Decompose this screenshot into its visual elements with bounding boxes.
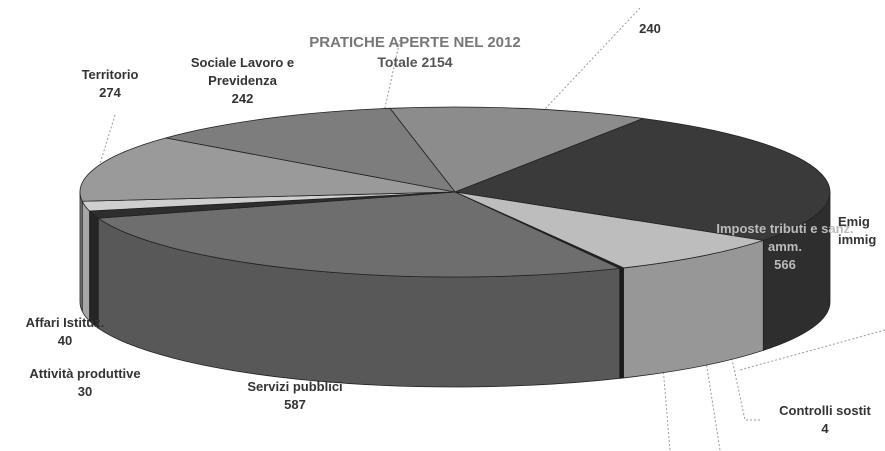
pie-slice bbox=[454, 191, 764, 269]
pie-slice-side bbox=[619, 267, 624, 379]
slice-name: Sociale Lavoro e Previdenza bbox=[190, 55, 295, 88]
slice-value: 587 bbox=[284, 397, 306, 412]
slice-value: 566 bbox=[774, 257, 796, 272]
slice-label: Attività produttive 30 bbox=[10, 365, 160, 401]
slice-label: Controlli sostit 4 bbox=[760, 402, 885, 438]
slice-label: Emig immig bbox=[838, 213, 885, 249]
slice-label: Sociale Lavoro e Previdenza 242 bbox=[170, 54, 315, 108]
slice-label: Imposte tributi e sanz. amm. 566 bbox=[700, 220, 870, 274]
slice-value: 40 bbox=[57, 333, 73, 348]
leader-line bbox=[704, 354, 721, 451]
pie-slice-side bbox=[79, 191, 83, 312]
slice-label: Territorio 274 bbox=[70, 66, 150, 102]
slice-name: Controlli sostit bbox=[779, 403, 871, 418]
slice-name: Attività produttive bbox=[29, 366, 141, 381]
slice-name: Territorio bbox=[81, 67, 139, 82]
slice-value: 242 bbox=[231, 91, 254, 106]
slice-label: 240 bbox=[600, 20, 700, 38]
pie-slice-side bbox=[81, 201, 90, 322]
slice-label: Affari Istituz. 40 bbox=[0, 314, 130, 350]
slice-name: Servizi pubblici bbox=[247, 379, 343, 394]
pie-slice bbox=[79, 137, 456, 202]
slice-value: 30 bbox=[77, 384, 93, 399]
slice-name: Imposte tributi e sanz. amm. bbox=[716, 221, 854, 254]
slice-value: 4 bbox=[821, 421, 829, 436]
pie-slice bbox=[389, 106, 644, 193]
pie-slice bbox=[453, 118, 831, 241]
pie-slice-side bbox=[89, 210, 99, 329]
slice-name: Affari Istituz. bbox=[25, 315, 105, 330]
leader-line bbox=[529, 7, 641, 126]
slice-name: Emig immig bbox=[838, 214, 877, 247]
slice-label: Servizi pubblici 587 bbox=[225, 378, 365, 414]
leader-line bbox=[729, 349, 760, 421]
leader-line bbox=[739, 329, 885, 371]
chart-title: PRATICHE APERTE NEL 2012 bbox=[309, 34, 521, 51]
chart-subtitle: Totale 2154 bbox=[377, 54, 453, 70]
slice-value: 240 bbox=[639, 21, 661, 36]
pie-slice bbox=[165, 107, 456, 193]
pie-slice bbox=[97, 191, 622, 278]
slice-value: 274 bbox=[99, 85, 121, 100]
